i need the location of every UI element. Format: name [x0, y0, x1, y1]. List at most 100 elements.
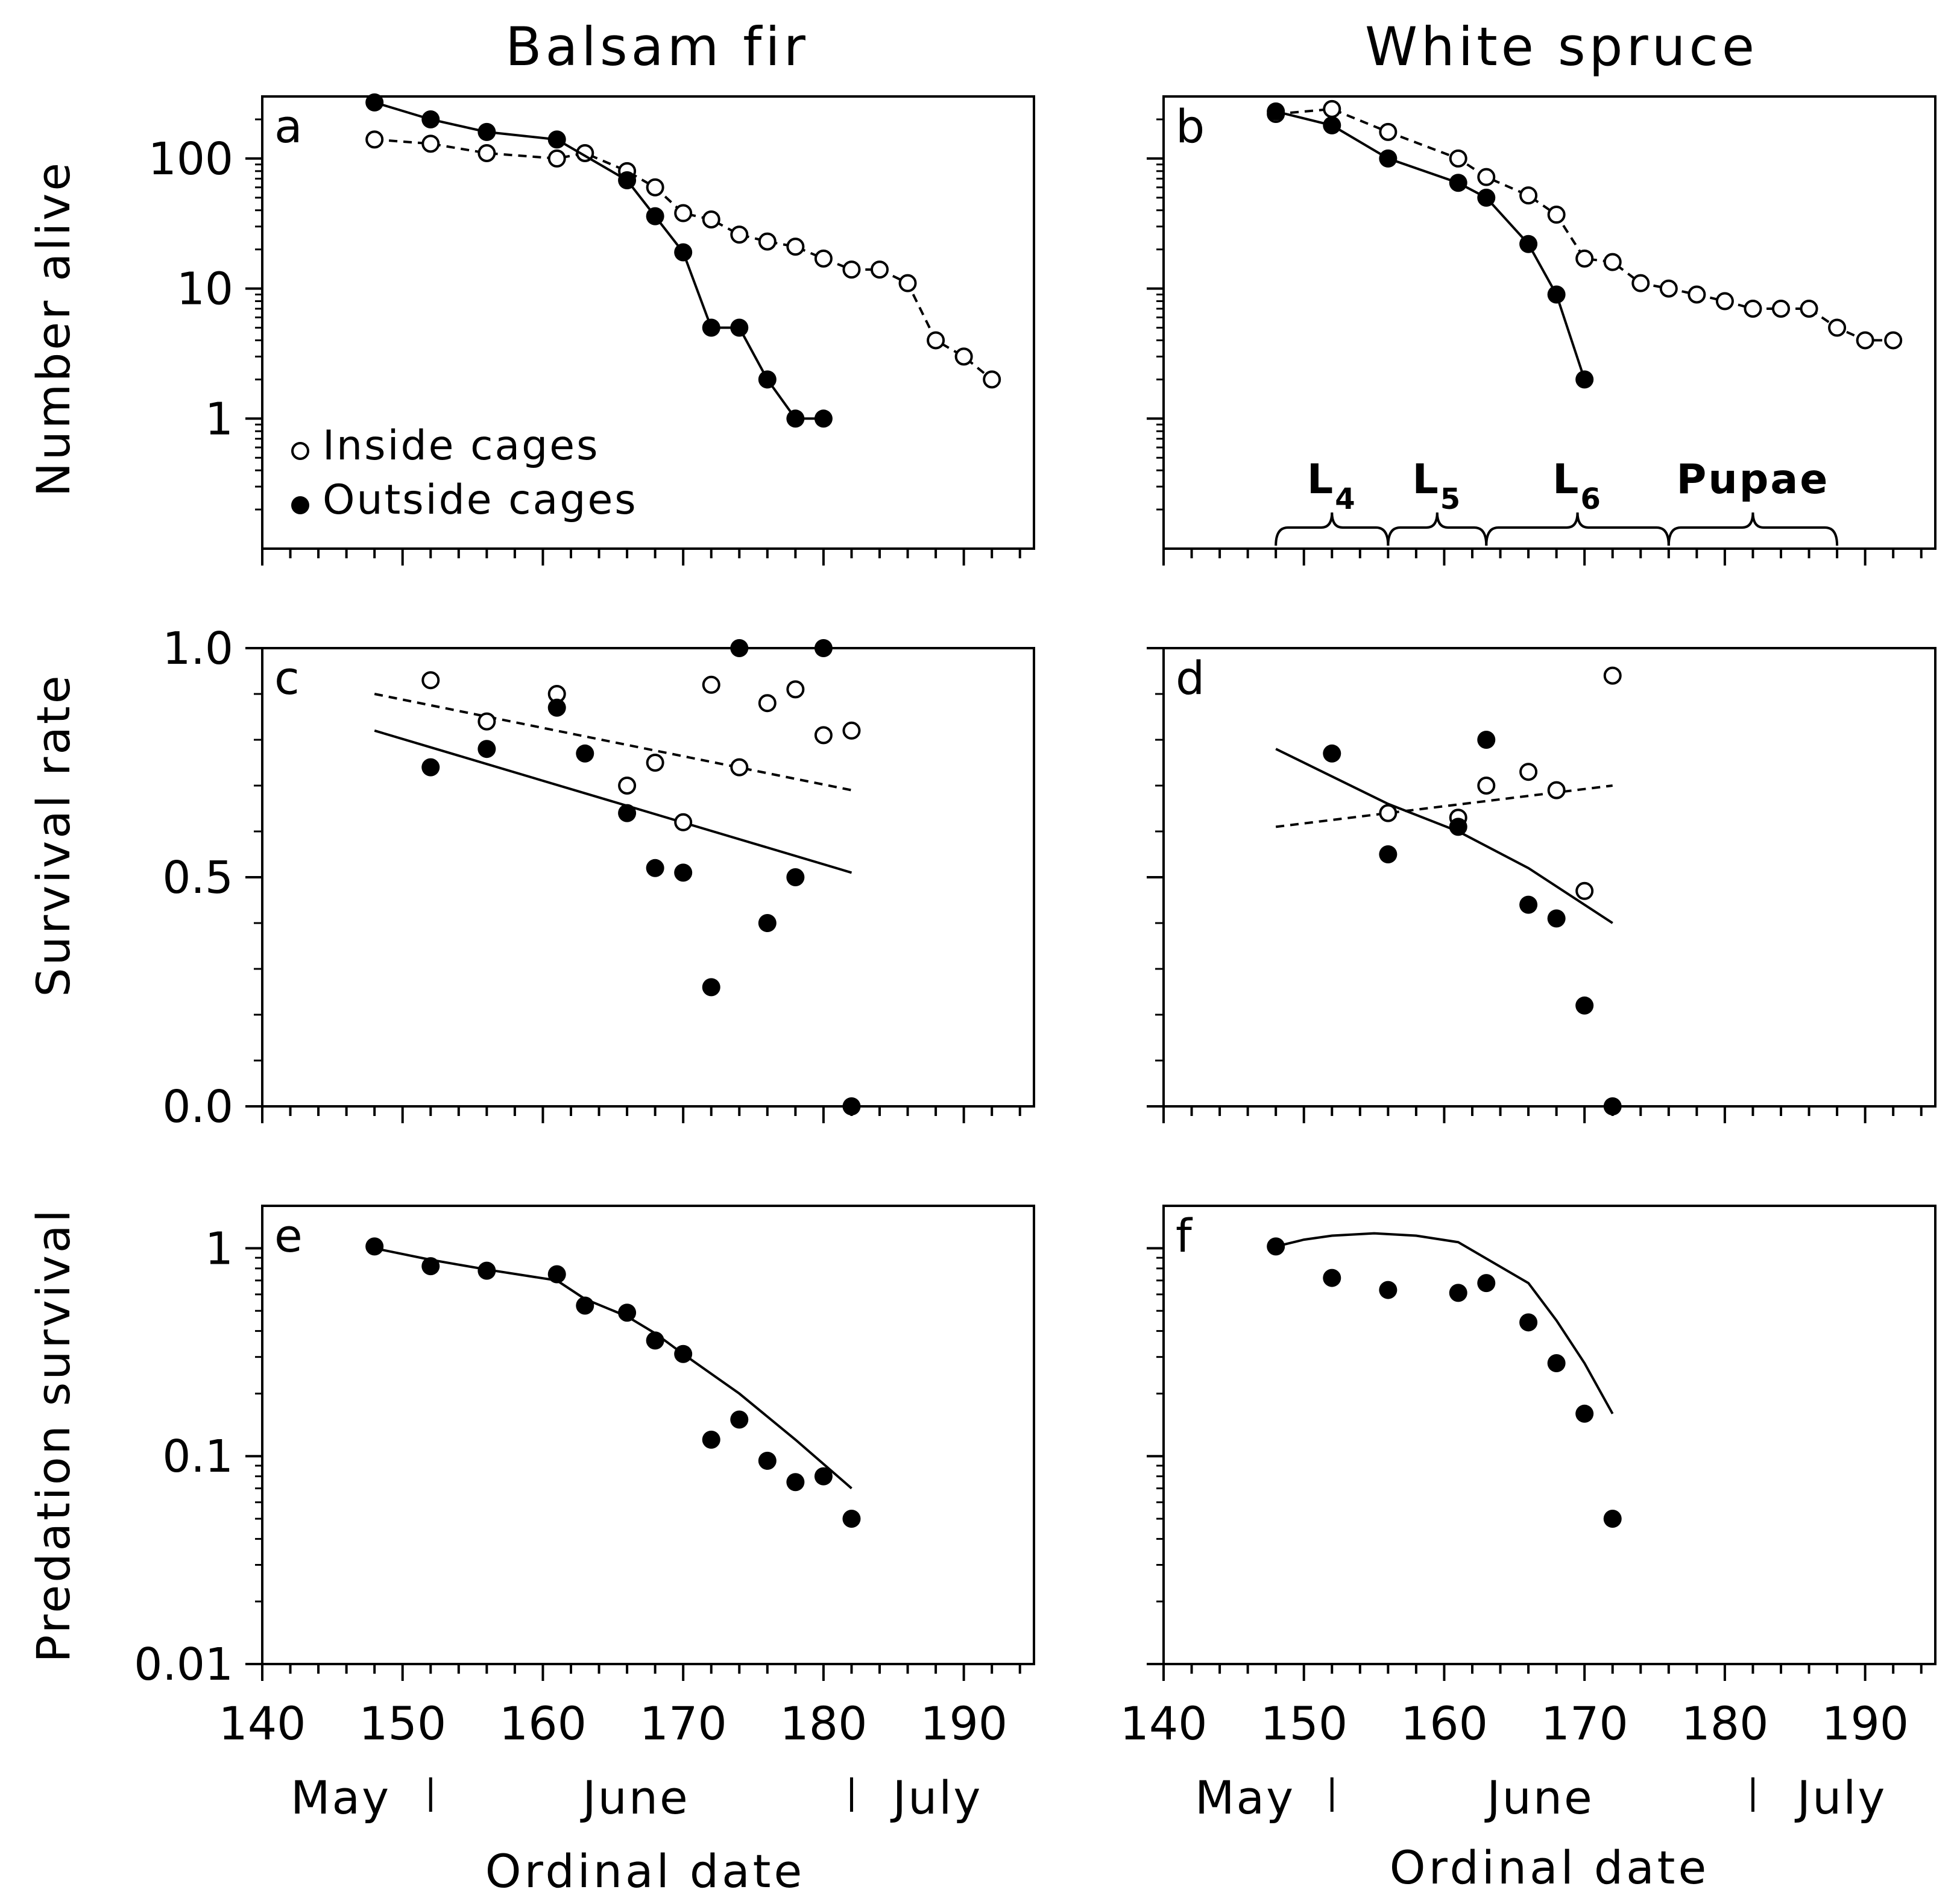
- point-inside-cages: [618, 777, 637, 795]
- point-inside-cages: [786, 680, 805, 699]
- point-inside-cages: [927, 331, 945, 350]
- ylabel-predation-survival: Predation survival: [27, 1207, 80, 1662]
- panel-letter: f: [1176, 1209, 1193, 1263]
- point-outside-cages: [1379, 149, 1398, 168]
- point-predation-survival: [1267, 1237, 1285, 1256]
- point-inside-cages: [421, 134, 440, 153]
- y-tick-label: 1: [205, 1223, 233, 1275]
- point-predation-survival: [1323, 1269, 1341, 1287]
- point-outside-cages: [1603, 1097, 1622, 1115]
- point-outside-cages: [1267, 102, 1285, 121]
- point-outside-cages: [477, 122, 496, 141]
- stage-braces: L4 L5 L6 Pupae: [1275, 456, 1839, 546]
- point-inside-cages: [646, 754, 664, 772]
- point-inside-cages: [477, 143, 496, 162]
- point-predation-survival: [702, 1430, 720, 1449]
- month-label-may: May: [291, 1771, 391, 1824]
- month-label-june: June: [580, 1771, 690, 1824]
- point-predation-survival: [618, 1303, 637, 1322]
- point-predation-survival: [758, 1451, 777, 1470]
- plot-frame: [1162, 1205, 1937, 1665]
- point-inside-cages: [1828, 318, 1847, 337]
- point-outside-cages: [786, 868, 805, 886]
- point-inside-cages: [1603, 253, 1622, 271]
- panel-f: f 140 150 160 170 180 190: [1120, 1205, 1937, 1750]
- point-outside-cages: [1449, 818, 1467, 836]
- panel-e: e 140 150 160 170 180 190 0.01 0.1 1: [134, 1205, 1035, 1750]
- x-tick-label: 170: [640, 1697, 727, 1750]
- panel-letter: e: [274, 1209, 303, 1263]
- point-inside-cages: [1547, 206, 1566, 224]
- point-predation-survival: [1603, 1509, 1622, 1528]
- point-outside-cages: [1379, 845, 1398, 863]
- point-outside-cages: [547, 698, 566, 717]
- point-predation-survival: [646, 1331, 664, 1350]
- point-outside-cages: [1547, 909, 1566, 928]
- point-outside-cages: [1519, 235, 1538, 253]
- point-inside-cages: [1379, 122, 1398, 141]
- series-line-outside-cages: [1275, 110, 1586, 380]
- point-predation-survival: [1477, 1274, 1496, 1293]
- x-tick-label: 190: [920, 1697, 1007, 1750]
- xlabel-right: Ordinal date: [1390, 1841, 1709, 1894]
- plot-frame: [261, 1205, 1035, 1665]
- fit-line-model: [1275, 1232, 1614, 1414]
- point-predation-survival: [842, 1509, 861, 1528]
- y-tick-label: 1: [205, 393, 233, 445]
- point-inside-cages: [1688, 285, 1706, 304]
- stage-label: L4: [1307, 456, 1357, 516]
- point-predation-survival: [1519, 1313, 1538, 1332]
- panel-c: c 0.0 0.5 1.0: [162, 623, 1035, 1133]
- point-outside-cages: [421, 110, 440, 128]
- point-outside-cages: [477, 740, 496, 758]
- legend-filled-marker: [291, 496, 309, 514]
- point-outside-cages: [730, 639, 749, 657]
- point-outside-cages: [674, 243, 693, 262]
- point-outside-cages: [646, 207, 664, 225]
- point-outside-cages: [618, 804, 637, 822]
- point-outside-cages: [1323, 116, 1341, 134]
- point-outside-cages: [786, 409, 805, 428]
- stage-label: L6: [1552, 456, 1602, 516]
- plot-frame: [261, 95, 1035, 550]
- point-outside-cages: [547, 130, 566, 149]
- x-tick-label: 150: [359, 1697, 446, 1750]
- point-outside-cages: [702, 318, 720, 337]
- x-tick-label: 160: [1401, 1697, 1488, 1750]
- point-outside-cages: [674, 863, 693, 882]
- point-predation-survival: [1575, 1404, 1594, 1423]
- point-inside-cages: [983, 370, 1001, 389]
- point-inside-cages: [1547, 781, 1566, 799]
- point-inside-cages: [758, 232, 777, 251]
- point-outside-cages: [1575, 370, 1594, 389]
- point-predation-survival: [421, 1257, 440, 1276]
- point-inside-cages: [365, 130, 384, 149]
- point-inside-cages: [646, 178, 664, 197]
- point-inside-cages: [842, 721, 861, 740]
- ylabel-number-alive: Number alive: [27, 160, 80, 497]
- y-tick-label: 0.0: [162, 1081, 233, 1133]
- point-inside-cages: [702, 210, 720, 229]
- point-inside-cages: [1772, 300, 1790, 318]
- point-inside-cages: [674, 204, 693, 222]
- point-outside-cages: [842, 1097, 861, 1115]
- y-tick-label: 0.1: [162, 1431, 233, 1483]
- point-outside-cages: [1547, 285, 1566, 304]
- month-label-june: June: [1484, 1771, 1594, 1824]
- point-inside-cages: [730, 225, 749, 244]
- point-outside-cages: [1323, 744, 1341, 763]
- point-predation-survival: [477, 1261, 496, 1280]
- legend-open-marker: [291, 442, 309, 460]
- x-tick-label: 160: [499, 1697, 587, 1750]
- xlabel-left: Ordinal date: [485, 1844, 805, 1898]
- fit-line-outside-cages: [1275, 748, 1613, 924]
- fit-line-inside-cages: [374, 693, 852, 792]
- point-outside-cages: [576, 744, 594, 763]
- point-inside-cages: [1477, 777, 1496, 795]
- month-label-may: May: [1195, 1771, 1295, 1824]
- point-outside-cages: [758, 914, 777, 932]
- point-outside-cages: [1477, 731, 1496, 749]
- x-tick-label: 190: [1821, 1697, 1909, 1750]
